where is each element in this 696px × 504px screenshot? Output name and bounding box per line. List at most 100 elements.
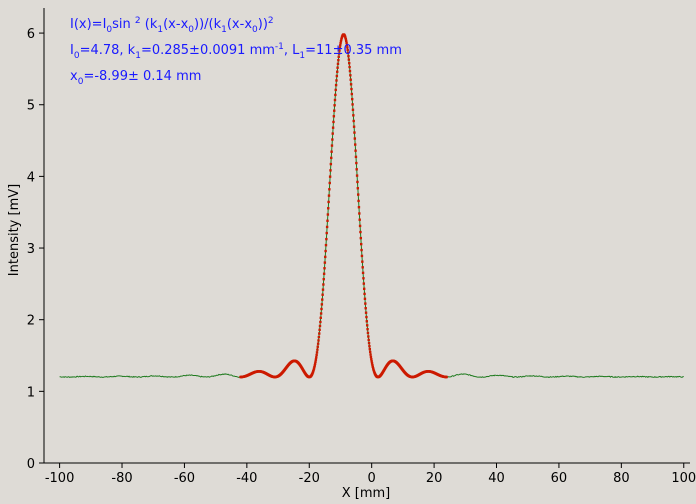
fit-point: [340, 38, 343, 41]
fit-point: [314, 358, 318, 361]
fit-point: [339, 44, 342, 47]
y-axis-title: Intensity [mV]: [7, 184, 22, 276]
annotation-fragment: I: [70, 43, 74, 58]
fit-point: [328, 175, 332, 178]
fit-point: [351, 103, 354, 106]
fit-point: [315, 356, 318, 359]
fit-point: [323, 267, 326, 270]
fit-point: [333, 98, 337, 102]
fit-point: [368, 347, 372, 351]
fit-point: [323, 261, 327, 264]
fit-point: [362, 287, 366, 291]
fit-point: [336, 66, 339, 69]
fit-point: [331, 132, 334, 135]
x-tick-label: 40: [488, 471, 505, 486]
annotation-fragment: 1: [135, 51, 141, 61]
fit-point: [320, 303, 324, 306]
fit-parameters-line-2: x0=-8.99± 0.14 mm: [70, 69, 201, 87]
fit-point: [445, 375, 448, 379]
fit-point: [333, 109, 336, 112]
fit-point: [352, 114, 355, 117]
fit-point: [370, 360, 373, 363]
fit-point: [371, 367, 375, 370]
annotation-fragment: =4.78, k: [80, 43, 136, 58]
fit-point: [366, 328, 369, 331]
fit-point: [324, 243, 328, 247]
fit-point: [370, 362, 374, 365]
x-tick-label: 20: [426, 471, 443, 486]
annotation-fragment: (x-x: [227, 17, 252, 32]
fit-point: [334, 83, 338, 87]
fit-point: [315, 351, 319, 354]
fit-point: [368, 345, 371, 348]
annotation-fragment: 0: [106, 25, 112, 35]
fit-point: [353, 137, 357, 140]
fit-point: [348, 62, 351, 65]
fit-point: [312, 370, 315, 373]
annotation-fragment: ))/(k: [194, 17, 222, 32]
fit-point: [321, 288, 325, 291]
fit-point: [371, 365, 374, 369]
x-tick-label: 60: [551, 471, 568, 486]
fit-point: [319, 320, 322, 324]
fit-point: [339, 41, 342, 45]
fit-point: [369, 355, 373, 359]
fit-point: [364, 307, 367, 310]
fit-point: [325, 231, 328, 235]
fit-point: [319, 316, 322, 319]
fit-point: [365, 324, 369, 327]
fit-point: [325, 237, 328, 241]
fit-point: [359, 236, 363, 240]
fit-point: [334, 93, 337, 97]
fit-point: [330, 150, 333, 153]
fit-point: [338, 46, 342, 50]
fit-point: [335, 74, 339, 78]
fit-point: [367, 341, 371, 345]
fit-point: [362, 277, 365, 280]
fit-point: [361, 260, 364, 263]
measured-series: [59, 33, 684, 378]
y-tick-label: 6: [27, 27, 35, 42]
fit-point: [361, 271, 365, 275]
fit-point: [319, 312, 323, 315]
fit-point: [356, 187, 360, 190]
fit-point: [317, 339, 320, 342]
fit-point: [329, 162, 333, 166]
fit-point: [348, 65, 351, 69]
fit-point: [346, 46, 349, 49]
fit-point: [355, 168, 358, 171]
fit-point: [358, 224, 362, 228]
fit-point: [346, 51, 350, 55]
fit-point: [318, 328, 321, 332]
annotation-fragment: (k: [141, 17, 158, 32]
fit-point: [334, 88, 337, 92]
fit-point: [337, 58, 340, 62]
fit-point: [331, 138, 334, 141]
annotation-fragment: 1: [157, 25, 163, 35]
fit-point: [336, 70, 339, 73]
fit-point: [347, 58, 351, 61]
y-tick-label: 5: [27, 99, 35, 114]
y-tick-label: 1: [27, 385, 35, 400]
y-tick-label: 0: [27, 457, 35, 472]
fit-point: [357, 199, 360, 203]
fit-point: [326, 213, 330, 216]
fit-point: [324, 249, 327, 253]
fit-point: [336, 62, 340, 66]
fit-point: [367, 335, 370, 338]
fit-point: [358, 218, 361, 221]
fit-point: [359, 230, 362, 234]
y-tick-label: 4: [27, 170, 35, 185]
fit-point: [372, 368, 375, 371]
fit-point: [338, 49, 341, 52]
fit-point: [328, 181, 331, 185]
fit-point: [349, 74, 352, 77]
fit-point: [346, 48, 349, 52]
fit-point: [365, 315, 368, 319]
fit-series: [239, 33, 448, 379]
fit-point: [363, 292, 366, 296]
measured-line: [59, 33, 684, 378]
annotation-fragment: , L: [284, 43, 300, 58]
fit-point: [344, 36, 347, 39]
fit-point: [337, 55, 340, 58]
